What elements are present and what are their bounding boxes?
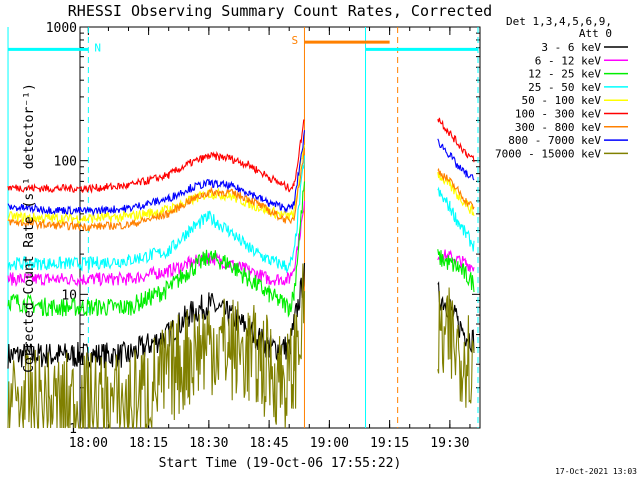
y-axis-label: Corrected Count Rate (s⁻¹ detector⁻¹) xyxy=(22,83,37,373)
legend-entry-label: 12 - 25 keV xyxy=(528,68,601,81)
legend-header: Att 0 xyxy=(579,27,612,40)
series-line xyxy=(7,117,475,194)
legend-entry-label: 3 - 6 keV xyxy=(541,41,601,54)
x-tick-label: 19:00 xyxy=(310,436,349,451)
series-line xyxy=(7,148,475,232)
legend-header: Det 1,3,4,5,6,9, xyxy=(506,15,612,28)
legend-entry-label: 25 - 50 keV xyxy=(528,81,601,94)
series-line xyxy=(7,263,475,430)
series-line xyxy=(7,155,475,274)
x-tick-label: 18:45 xyxy=(250,436,289,451)
legend-entry-label: 300 - 800 keV xyxy=(515,121,601,134)
x-tick-label: 18:00 xyxy=(69,436,108,451)
legend-entry-label: 800 - 7000 keV xyxy=(508,134,601,147)
series-line xyxy=(7,181,475,318)
y-tick-label: 100 xyxy=(54,155,77,170)
annotation-label: N xyxy=(94,41,101,54)
x-tick-label: 18:30 xyxy=(189,436,228,451)
x-tick-label: 18:15 xyxy=(129,436,168,451)
x-tick-label: 19:30 xyxy=(430,436,469,451)
y-tick-label: 1 xyxy=(69,422,77,437)
x-axis-label: Start Time (19-Oct-06 17:55:22) xyxy=(159,456,402,471)
legend-entry-label: 7000 - 15000 keV xyxy=(495,147,601,160)
legend-entry-label: 50 - 100 keV xyxy=(522,94,602,107)
annotation-label: S xyxy=(291,34,298,47)
legend-entry-label: 6 - 12 keV xyxy=(535,54,602,67)
legend-entry-label: 100 - 300 keV xyxy=(515,108,601,121)
y-tick-label: 1000 xyxy=(46,21,77,36)
x-tick-label: 19:15 xyxy=(370,436,409,451)
series-line xyxy=(7,130,475,217)
footer-timestamp: 17-Oct-2021 13:03 xyxy=(555,467,637,476)
chart-title: RHESSI Observing Summary Count Rates, Co… xyxy=(68,2,492,20)
